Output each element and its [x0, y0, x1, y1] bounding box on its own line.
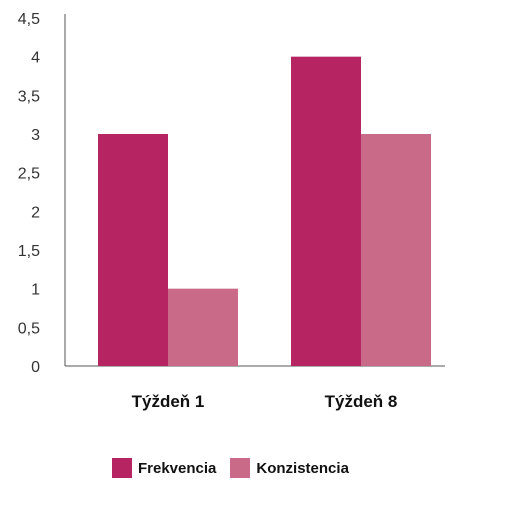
- x-category-label: Týždeň 1: [132, 392, 205, 411]
- bar: [361, 134, 431, 366]
- x-category-label: Týždeň 8: [325, 392, 398, 411]
- y-axis: 0 0,5 1 1,5 2 2,5 3 3,5 4 4,5: [18, 11, 66, 376]
- y-tick-label: 1: [31, 282, 40, 299]
- legend-swatch-konzistencia: [230, 458, 251, 478]
- legend-item-konzistencia: Konzistencia: [230, 458, 349, 478]
- y-tick-label: 0,5: [18, 320, 40, 337]
- bar: [98, 134, 168, 366]
- legend-label-konzistencia: Konzistencia: [256, 459, 349, 477]
- category-labels: Týždeň 1 Týždeň 8: [132, 392, 398, 411]
- bar-chart: 0 0,5 1 1,5 2 2,5 3 3,5 4 4,5 Týždeň 1 Týždeň 8: [18, 11, 445, 411]
- y-tick-label: 4: [31, 50, 40, 67]
- y-tick-label: 0: [31, 359, 40, 376]
- bar: [291, 56, 361, 367]
- legend-swatch-frekvencia: [112, 458, 132, 478]
- bar: [168, 288, 238, 366]
- legend-item-frekvencia: Frekvencia: [112, 458, 216, 478]
- y-tick-label: 2: [31, 204, 40, 221]
- y-tick-label: 4,5: [18, 11, 40, 28]
- y-tick-label: 3,5: [18, 88, 40, 105]
- bars: [98, 56, 431, 367]
- legend: Frekvencia Konzistencia: [112, 458, 363, 478]
- y-tick-label: 1,5: [18, 243, 40, 260]
- legend-label-frekvencia: Frekvencia: [138, 459, 217, 477]
- y-tick-label: 3: [31, 127, 40, 144]
- y-tick-label: 2,5: [18, 166, 40, 183]
